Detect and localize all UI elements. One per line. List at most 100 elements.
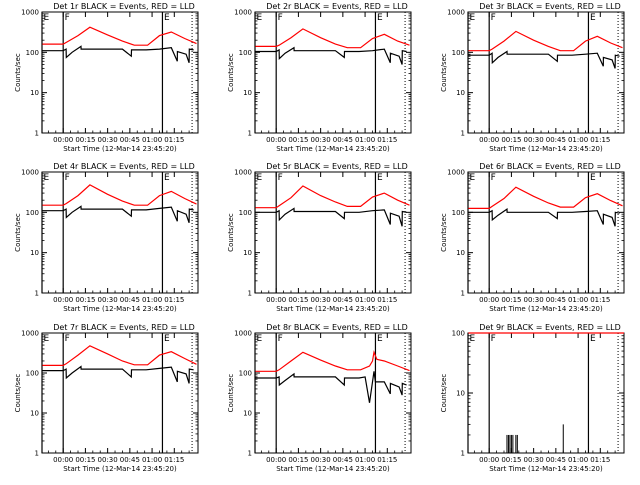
flag-label: E xyxy=(164,334,170,344)
x-tick-label: 01:15 xyxy=(377,296,397,304)
events-series-line xyxy=(255,207,407,227)
x-tick-label: 01:00 xyxy=(568,456,588,464)
events-series-line xyxy=(255,46,407,65)
y-tick-label: 1000 xyxy=(447,9,465,17)
flag-label: E xyxy=(470,334,476,344)
flag-label: E xyxy=(164,13,170,23)
events-series-line xyxy=(468,207,620,227)
x-tick-label: 01:00 xyxy=(568,296,588,304)
lld-series-line xyxy=(255,185,410,209)
x-tick-label: 01:15 xyxy=(377,456,397,464)
x-tick-label: 00:00 xyxy=(53,136,73,144)
flag-label: F xyxy=(278,13,283,23)
x-tick-label: 01:00 xyxy=(142,456,162,464)
y-tick-label: 100 xyxy=(239,209,252,217)
events-series-line xyxy=(42,205,194,223)
chart-title: Det 1r BLACK = Events, RED = LLD xyxy=(53,2,195,11)
x-tick-label: 01:15 xyxy=(164,136,184,144)
x-tick-label: 01:00 xyxy=(355,456,375,464)
y-axis-label: Counts/sec xyxy=(440,374,448,413)
x-axis-label: Start Time (12-Mar-14 23:45:20) xyxy=(63,305,177,313)
x-axis-label: Start Time (12-Mar-14 23:45:20) xyxy=(276,465,390,473)
flag-label: E xyxy=(377,13,383,23)
x-tick-label: 00:30 xyxy=(98,456,118,464)
y-tick-label: 1 xyxy=(35,450,39,458)
flag-label: E xyxy=(590,334,596,344)
flag-label: F xyxy=(491,173,496,183)
flag-label: F xyxy=(65,173,70,183)
chart-panel-6: Det 6r BLACK = Events, RED = LLD 1 10 100 10… xyxy=(440,162,625,313)
flag-label: E xyxy=(44,173,50,183)
chart-title: Det 2r BLACK = Events, RED = LLD xyxy=(266,2,408,11)
x-tick-label: 01:00 xyxy=(355,136,375,144)
y-tick-label: 1 xyxy=(461,130,465,138)
y-tick-label: 100 xyxy=(239,370,252,378)
y-tick-label: 100 xyxy=(239,49,252,57)
x-tick-label: 00:30 xyxy=(311,456,331,464)
plot-frame xyxy=(254,11,412,134)
x-axis-label: Start Time (12-Mar-14 23:45:20) xyxy=(489,145,603,153)
y-tick-label: 1 xyxy=(35,130,39,138)
x-tick-label: 00:15 xyxy=(501,296,521,304)
chart-panel-3: Det 3r BLACK = Events, RED = LLD 1 10 100 10… xyxy=(440,2,625,153)
x-axis-label: Start Time (12-Mar-14 23:45:20) xyxy=(489,465,603,473)
chart-title: Det 5r BLACK = Events, RED = LLD xyxy=(266,162,408,171)
y-tick-label: 1000 xyxy=(234,9,252,17)
x-tick-label: 01:15 xyxy=(590,296,610,304)
y-axis-label: Counts/sec xyxy=(440,53,448,92)
y-tick-label: 1 xyxy=(461,450,465,458)
chart-title: Det 9r BLACK = Events, RED = LLD xyxy=(479,323,621,332)
y-tick-label: 1000 xyxy=(234,169,252,177)
x-axis-label: Start Time (12-Mar-14 23:45:20) xyxy=(489,305,603,313)
y-axis-label: Counts/sec xyxy=(14,374,22,413)
y-axis-label: Counts/sec xyxy=(227,374,235,413)
x-tick-label: 00:15 xyxy=(501,136,521,144)
chart-panel-5: Det 5r BLACK = Events, RED = LLD 1 10 100 10… xyxy=(227,162,412,313)
y-axis-label: Counts/sec xyxy=(227,213,235,252)
flag-label: E xyxy=(257,13,263,23)
y-tick-label: 10 xyxy=(243,89,252,97)
flag-label: F xyxy=(491,334,496,344)
y-tick-label: 1000 xyxy=(21,330,39,338)
x-tick-label: 01:00 xyxy=(142,296,162,304)
x-tick-label: 00:15 xyxy=(288,296,308,304)
x-tick-label: 00:45 xyxy=(333,296,353,304)
lld-series-line xyxy=(255,350,410,372)
x-tick-label: 00:45 xyxy=(120,136,140,144)
chart-panel-9: Det 9r BLACK = Events, RED = LLD 1 10 100 00… xyxy=(440,323,625,473)
events-series-line xyxy=(255,371,407,403)
x-tick-label: 00:15 xyxy=(501,456,521,464)
plot-frame xyxy=(41,11,199,134)
x-tick-label: 01:15 xyxy=(590,136,610,144)
x-tick-label: 01:00 xyxy=(355,296,375,304)
x-tick-label: 00:45 xyxy=(333,456,353,464)
x-tick-label: 00:45 xyxy=(546,136,566,144)
y-tick-label: 1000 xyxy=(21,9,39,17)
x-tick-label: 00:45 xyxy=(546,456,566,464)
y-tick-label: 1000 xyxy=(234,330,252,338)
flag-label: E xyxy=(257,334,263,344)
chart-title: Det 7r BLACK = Events, RED = LLD xyxy=(53,323,195,332)
plot-frame xyxy=(41,332,199,454)
x-tick-label: 00:00 xyxy=(53,456,73,464)
y-tick-label: 100 xyxy=(452,330,465,338)
lld-series-line xyxy=(42,184,197,206)
flag-label: F xyxy=(65,13,70,23)
x-axis-label: Start Time (12-Mar-14 23:45:20) xyxy=(276,305,390,313)
flag-label: E xyxy=(470,173,476,183)
flag-label: E xyxy=(377,173,383,183)
x-axis-label: Start Time (12-Mar-14 23:45:20) xyxy=(276,145,390,153)
x-tick-label: 01:00 xyxy=(568,136,588,144)
x-tick-label: 01:15 xyxy=(164,456,184,464)
x-tick-label: 01:15 xyxy=(164,296,184,304)
x-tick-label: 00:30 xyxy=(524,136,544,144)
y-tick-label: 10 xyxy=(30,89,39,97)
x-tick-label: 00:15 xyxy=(75,296,95,304)
lld-series-line xyxy=(468,30,623,52)
y-axis-label: Counts/sec xyxy=(227,53,235,92)
plot-frame xyxy=(467,171,625,294)
flag-label: E xyxy=(164,173,170,183)
flag-label: E xyxy=(257,173,263,183)
x-tick-label: 00:00 xyxy=(479,136,499,144)
